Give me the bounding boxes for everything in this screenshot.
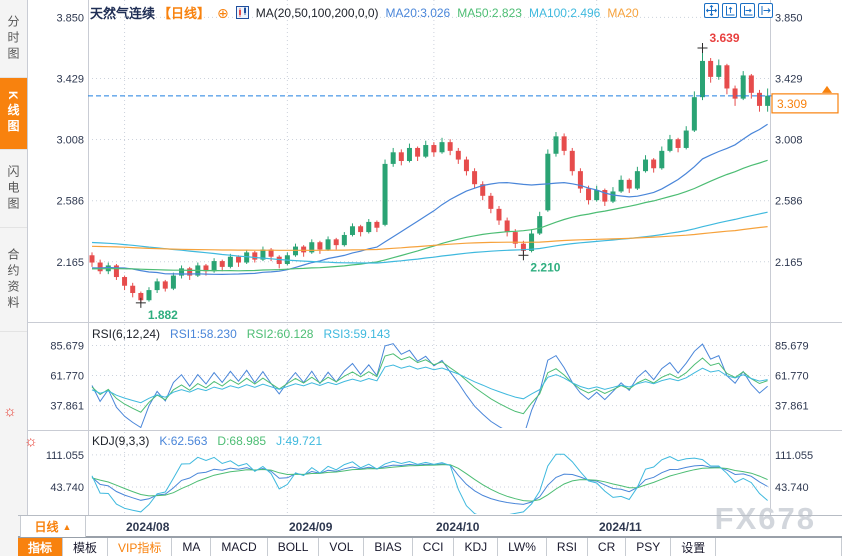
svg-text:43.740: 43.740: [775, 482, 809, 494]
svg-text:111.055: 111.055: [775, 450, 813, 462]
rsi-lines: [91, 343, 768, 428]
axis-tick-labels: 3.850 3.850 3.429 3.429 3.008 3.008 2.586 2.586…: [46, 12, 813, 494]
tab-psy[interactable]: PSY: [626, 538, 672, 556]
period-tag: 【日线】: [158, 6, 211, 21]
svg-text:3.850: 3.850: [775, 12, 803, 24]
pan-right-icon[interactable]: [758, 3, 773, 18]
svg-text:3.008: 3.008: [56, 135, 84, 147]
x-axis-label: 2024/09: [289, 520, 333, 534]
current-price-line: 3.309: [88, 85, 839, 114]
svg-text:85.679: 85.679: [775, 341, 809, 353]
svg-text:37.861: 37.861: [775, 401, 809, 413]
rsi1-value: RSI1:58.230: [170, 327, 237, 341]
rsi2-value: RSI2:60.128: [246, 327, 314, 341]
rsi3-value: RSI3:59.143: [323, 327, 391, 341]
price-markers: 3.639 1.882 2.210: [135, 31, 740, 322]
svg-text:3.850: 3.850: [56, 12, 84, 24]
tab-rsi[interactable]: RSI: [547, 538, 588, 556]
chart-tool-icons: [704, 3, 773, 18]
svg-text:2.586: 2.586: [775, 196, 803, 208]
ma100-value: MA100:2.496: [528, 5, 601, 20]
triangle-up-icon: ▲: [62, 521, 72, 532]
symbol-name: 天然气连续: [90, 6, 156, 21]
kdj-d-value: D:68.985: [217, 434, 267, 448]
kdj-j-value: J:49.721: [276, 434, 323, 448]
circle-plus-icon[interactable]: ⊕: [217, 4, 229, 21]
svg-text:2.210: 2.210: [530, 260, 560, 274]
svg-text:2.586: 2.586: [56, 196, 84, 208]
svg-text:2.165: 2.165: [56, 257, 84, 269]
svg-text:43.740: 43.740: [50, 482, 84, 494]
x-axis-label: 2024/08: [126, 520, 170, 534]
tab-boll[interactable]: BOLL: [268, 538, 320, 556]
tab-template[interactable]: 模板: [63, 538, 109, 556]
kdj-lines: [91, 453, 768, 514]
ma-formula: MA(20,50,100,200,0,0): [255, 5, 379, 20]
svg-text:3.429: 3.429: [56, 73, 84, 85]
tab-ma[interactable]: MA: [172, 538, 212, 556]
sun-icon: ☼: [24, 433, 38, 450]
kdj-pane-header: KDJ(9,3,3) K:62.563 D:68.985 J:49.721: [92, 434, 322, 448]
period-selector[interactable]: 日线 ▲: [20, 516, 86, 537]
chart-header: 天然气连续 【日线】 ⊕ MA(20,50,100,200,0,0) MA20:3…: [90, 3, 639, 22]
tab-cci[interactable]: CCI: [413, 538, 455, 556]
time-axis: 日线 ▲ 2024/08 2024/09 2024/10 2024/11: [18, 515, 842, 537]
tab-lw[interactable]: LW%: [498, 538, 547, 556]
tab-macd[interactable]: MACD: [211, 538, 268, 556]
kline-chart-icon[interactable]: [235, 6, 249, 19]
ma20-value: MA20:3.026: [385, 5, 451, 20]
scale-y-axis-icon[interactable]: [722, 3, 737, 18]
x-axis-label: 2024/10: [436, 520, 480, 534]
kdj-title: KDJ(9,3,3): [92, 434, 150, 448]
tab-cr[interactable]: CR: [588, 538, 627, 556]
ma50-value: MA50:2.823: [457, 5, 522, 20]
view-mode-sidebar: 分时图 K线图 闪电图 合约资料: [0, 0, 28, 556]
tab-settings[interactable]: 设置: [671, 538, 717, 556]
svg-text:3.639: 3.639: [710, 31, 740, 45]
scale-x-axis-icon[interactable]: [740, 3, 755, 18]
sidebar-item-kline[interactable]: K线图: [0, 78, 27, 150]
svg-text:3.008: 3.008: [775, 135, 803, 147]
tab-kdj[interactable]: KDJ: [454, 538, 499, 556]
tab-bias[interactable]: BIAS: [364, 538, 413, 556]
svg-text:61.770: 61.770: [50, 371, 84, 383]
svg-text:85.679: 85.679: [50, 341, 84, 353]
toolbar-spacer: [716, 538, 842, 556]
sidebar-item-contract-info[interactable]: 合约资料: [0, 228, 27, 332]
svg-text:1.882: 1.882: [148, 308, 178, 322]
rsi-pane-header: RSI(6,12,24) RSI1:58.230 RSI2:60.128 RSI…: [92, 327, 390, 341]
sun-icon: ☼: [3, 403, 17, 420]
sidebar-item-lightning[interactable]: 闪电图: [0, 150, 27, 228]
rsi-title: RSI(6,12,24): [92, 327, 161, 341]
tab-vip-indicator[interactable]: VIP指标: [108, 538, 173, 556]
svg-text:2.165: 2.165: [775, 257, 803, 269]
indicator-toolbar: 指标 模板 VIP指标 MA MACD BOLL VOL BIAS CCI KD…: [18, 537, 842, 556]
kdj-k-value: K:62.563: [159, 434, 208, 448]
chart-canvas[interactable]: 3.850 3.850 3.429 3.429 3.008 3.008 2.586 2.586…: [0, 0, 842, 515]
watermark: FX678: [714, 501, 816, 536]
svg-text:37.861: 37.861: [50, 401, 84, 413]
x-axis-label: 2024/11: [599, 520, 642, 534]
sidebar-item-timeshare[interactable]: 分时图: [0, 0, 27, 78]
svg-text:111.055: 111.055: [46, 450, 84, 462]
ma-lines: [91, 123, 768, 276]
ma200-value: MA20: [607, 5, 639, 20]
move-crosshair-icon[interactable]: [704, 3, 719, 18]
svg-text:3.309: 3.309: [777, 97, 807, 111]
svg-text:61.770: 61.770: [775, 371, 809, 383]
tab-indicator[interactable]: 指标: [18, 538, 64, 556]
svg-text:3.429: 3.429: [775, 73, 803, 85]
tab-vol[interactable]: VOL: [319, 538, 365, 556]
pane-borders: [28, 0, 842, 515]
candles: [89, 48, 770, 303]
